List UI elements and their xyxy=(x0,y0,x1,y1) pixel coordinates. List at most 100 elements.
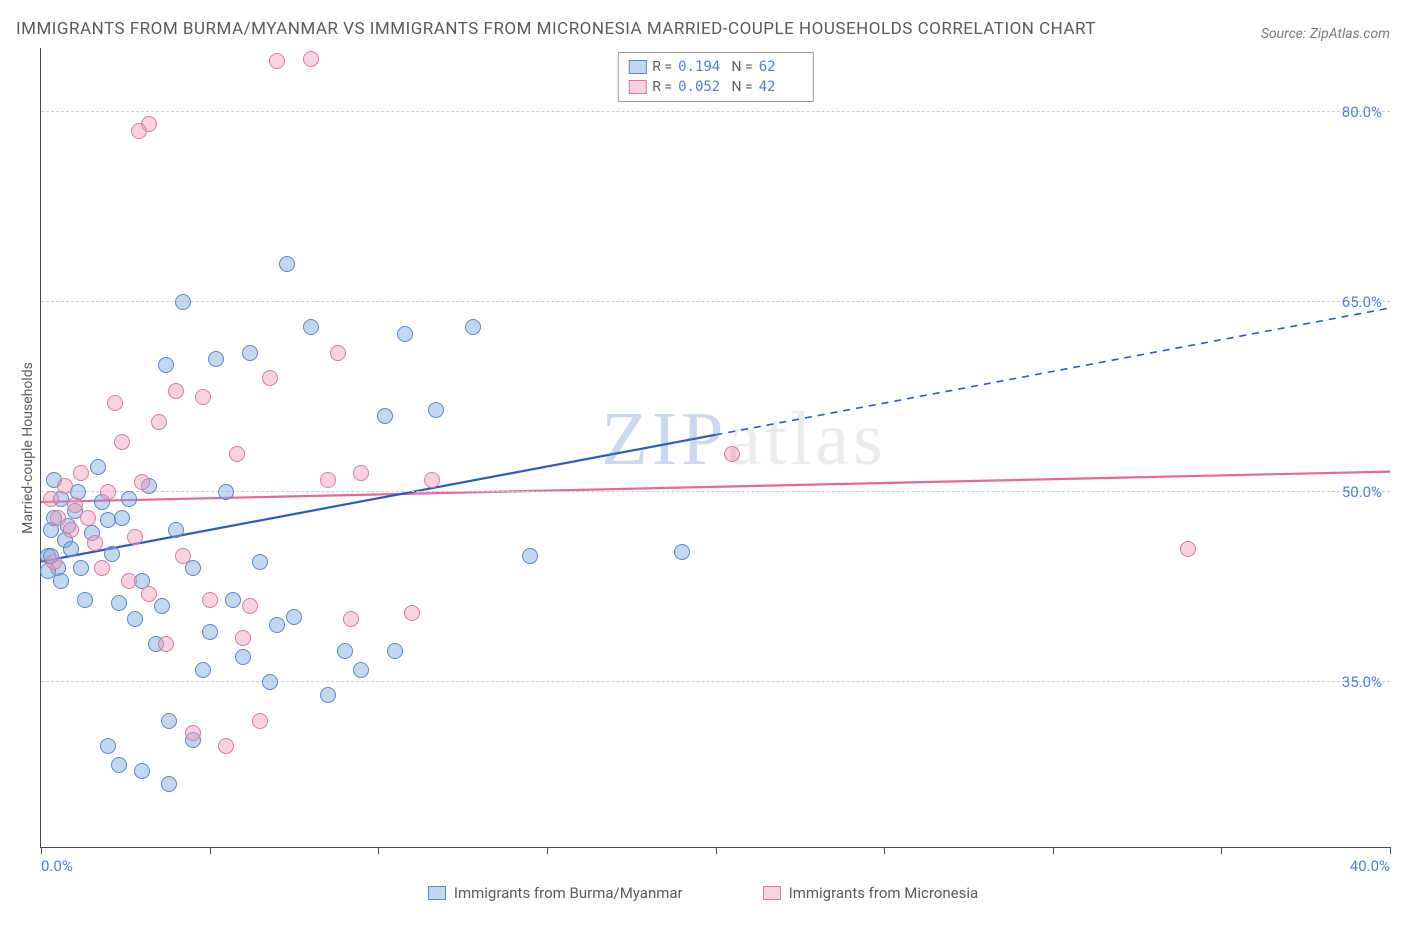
data-point-micronesia xyxy=(100,484,116,500)
data-point-micronesia xyxy=(50,510,66,526)
legend-label-burma: Immigrants from Burma/Myanmar xyxy=(454,884,683,902)
data-point-burma xyxy=(90,459,106,475)
data-point-burma xyxy=(134,763,150,779)
stats-row-micronesia: R =0.052 N =42 xyxy=(624,77,806,97)
x-tick xyxy=(1390,847,1391,854)
data-point-micronesia xyxy=(121,573,137,589)
data-point-micronesia xyxy=(80,510,96,526)
data-point-burma xyxy=(252,554,268,570)
data-point-micronesia xyxy=(320,472,336,488)
data-point-micronesia xyxy=(43,491,59,507)
watermark: ZIPatlas xyxy=(601,396,886,483)
data-point-burma xyxy=(53,573,69,589)
data-point-burma xyxy=(111,757,127,773)
x-tick xyxy=(884,847,885,854)
data-point-micronesia xyxy=(202,592,218,608)
x-tick xyxy=(41,847,42,854)
gridline xyxy=(41,681,1390,682)
trend-lines xyxy=(41,48,1390,847)
data-point-burma xyxy=(286,609,302,625)
data-point-burma xyxy=(158,357,174,373)
data-point-micronesia xyxy=(1180,541,1196,557)
data-point-micronesia xyxy=(151,414,167,430)
data-point-micronesia xyxy=(63,522,79,538)
data-point-micronesia xyxy=(404,605,420,621)
data-point-burma xyxy=(353,662,369,678)
data-point-burma xyxy=(73,560,89,576)
data-point-micronesia xyxy=(57,478,73,494)
data-point-burma xyxy=(337,643,353,659)
data-point-micronesia xyxy=(131,123,147,139)
data-point-burma xyxy=(218,484,234,500)
data-point-burma xyxy=(195,662,211,678)
data-point-burma xyxy=(185,560,201,576)
data-point-micronesia xyxy=(94,560,110,576)
data-point-micronesia xyxy=(175,548,191,564)
x-tick-min: 0.0% xyxy=(41,857,73,875)
data-point-burma xyxy=(320,687,336,703)
swatch-micronesia xyxy=(628,80,646,94)
gridline xyxy=(41,111,1390,112)
data-point-burma xyxy=(262,674,278,690)
x-tick xyxy=(547,847,548,854)
legend-item-burma: Immigrants from Burma/Myanmar xyxy=(428,884,683,902)
data-point-burma xyxy=(154,598,170,614)
data-point-burma xyxy=(279,256,295,272)
x-tick xyxy=(1053,847,1054,854)
data-point-burma xyxy=(522,548,538,564)
data-point-burma xyxy=(377,408,393,424)
data-point-burma xyxy=(674,544,690,560)
data-point-micronesia xyxy=(67,497,83,513)
x-tick-max: 40.0% xyxy=(1350,857,1390,875)
data-point-burma xyxy=(428,402,444,418)
data-point-micronesia xyxy=(424,472,440,488)
legend: Immigrants from Burma/Myanmar Immigrants… xyxy=(16,884,1390,902)
data-point-micronesia xyxy=(269,53,285,69)
data-point-burma xyxy=(100,738,116,754)
legend-swatch-micronesia xyxy=(763,886,781,900)
data-point-burma xyxy=(208,351,224,367)
gridline xyxy=(41,301,1390,302)
data-point-micronesia xyxy=(87,535,103,551)
legend-label-micronesia: Immigrants from Micronesia xyxy=(789,884,979,902)
data-point-burma xyxy=(465,319,481,335)
y-tick-label: 35.0% xyxy=(1342,673,1382,691)
data-point-micronesia xyxy=(168,383,184,399)
data-point-burma xyxy=(202,624,218,640)
data-point-burma xyxy=(269,617,285,633)
data-point-burma xyxy=(121,491,137,507)
data-point-burma xyxy=(235,649,251,665)
data-point-micronesia xyxy=(343,611,359,627)
chart-title: IMMIGRANTS FROM BURMA/MYANMAR VS IMMIGRA… xyxy=(16,16,1096,42)
data-point-micronesia xyxy=(141,586,157,602)
x-tick xyxy=(1221,847,1222,854)
y-tick-label: 80.0% xyxy=(1342,103,1382,121)
x-tick xyxy=(210,847,211,854)
legend-swatch-burma xyxy=(428,886,446,900)
data-point-micronesia xyxy=(235,630,251,646)
data-point-burma xyxy=(114,510,130,526)
data-point-micronesia xyxy=(134,474,150,490)
data-point-burma xyxy=(161,713,177,729)
data-point-micronesia xyxy=(127,529,143,545)
data-point-burma xyxy=(387,643,403,659)
data-point-micronesia xyxy=(114,434,130,450)
data-point-micronesia xyxy=(107,395,123,411)
data-point-burma xyxy=(161,776,177,792)
data-point-micronesia xyxy=(185,725,201,741)
y-tick-label: 50.0% xyxy=(1342,483,1382,501)
data-point-burma xyxy=(175,294,191,310)
data-point-burma xyxy=(63,541,79,557)
data-point-burma xyxy=(242,345,258,361)
source-label: Source: ZipAtlas.com xyxy=(1261,26,1390,42)
data-point-micronesia xyxy=(724,446,740,462)
stats-legend-box: R =0.194 N =62 R =0.052 N =42 xyxy=(617,52,813,102)
data-point-burma xyxy=(111,595,127,611)
data-point-micronesia xyxy=(73,465,89,481)
data-point-micronesia xyxy=(195,389,211,405)
data-point-burma xyxy=(397,326,413,342)
data-point-micronesia xyxy=(262,370,278,386)
swatch-burma xyxy=(628,60,646,74)
data-point-micronesia xyxy=(303,51,319,67)
gridline xyxy=(41,491,1390,492)
